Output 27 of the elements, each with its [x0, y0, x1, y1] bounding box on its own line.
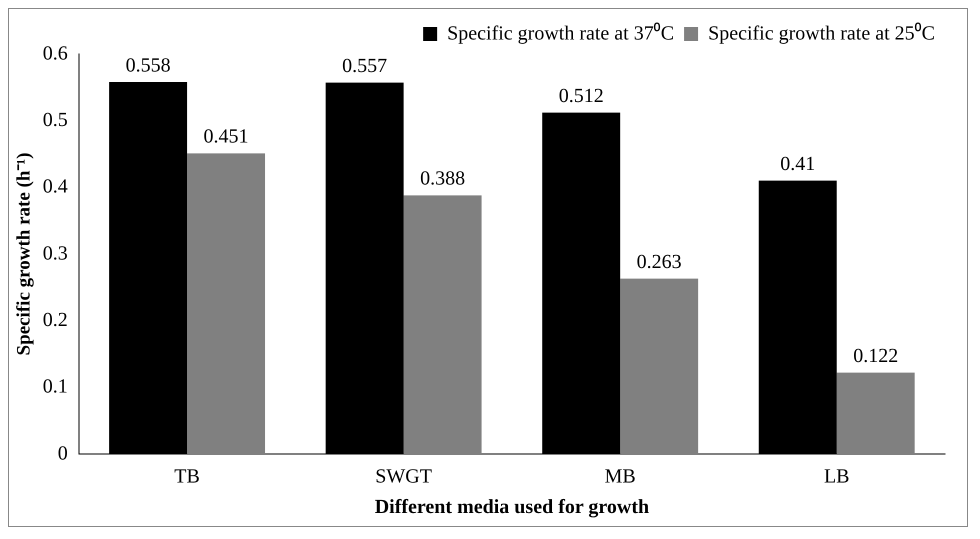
x-axis-title: Different media used for growth	[374, 496, 650, 518]
x-tick-label: TB	[174, 465, 200, 488]
x-tick-label: LB	[824, 465, 850, 488]
y-tick-label: 0.5	[42, 108, 68, 131]
x-tick-label: SWGT	[375, 465, 432, 488]
data-label: 0.263	[636, 250, 682, 273]
bar	[187, 153, 266, 454]
data-label: 0.558	[126, 54, 171, 76]
y-tick-label: 0.4	[42, 176, 68, 198]
bar	[620, 278, 698, 454]
bar	[404, 195, 482, 454]
y-tick-label: 0.2	[42, 308, 68, 331]
y-tick-label: 0.1	[42, 376, 68, 398]
data-label: 0.41	[780, 152, 816, 175]
legend-label: Specific growth rate at 37⁰C	[447, 21, 674, 44]
y-tick-label: 0.6	[42, 42, 68, 64]
y-tick-label: 0.3	[42, 242, 68, 264]
y-axis-title: Specific growth rate (h⁻¹)	[13, 152, 34, 356]
bar	[836, 372, 915, 454]
legend-label: Specific growth rate at 25⁰C	[708, 21, 936, 44]
x-tick-label: MB	[604, 465, 636, 488]
data-label: 0.512	[558, 84, 604, 107]
data-label: 0.122	[853, 344, 898, 367]
data-label: 0.557	[342, 54, 388, 77]
data-label: 0.388	[420, 168, 466, 190]
y-tick-label: 0	[58, 442, 68, 464]
data-label: 0.451	[204, 126, 249, 148]
